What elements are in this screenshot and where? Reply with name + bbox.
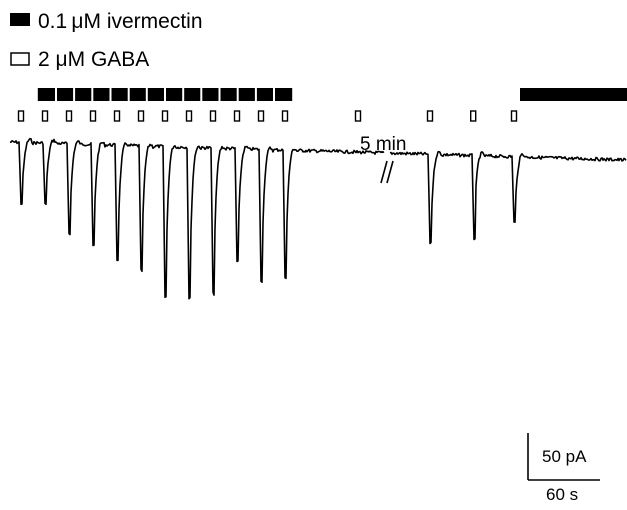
gaba-application-marker bbox=[89, 110, 97, 122]
gaba-application-marker bbox=[137, 110, 145, 122]
gaba-application-marker bbox=[426, 110, 434, 122]
gaba-application-marker bbox=[209, 110, 217, 122]
gaba-application-marker bbox=[470, 110, 477, 122]
scale-bar-current-label: 50 pA bbox=[542, 447, 587, 466]
legend-ivermectin-swatch bbox=[10, 13, 30, 26]
application-markers bbox=[17, 88, 627, 122]
current-trace-pre-gap bbox=[9, 137, 385, 300]
legend-gaba-label: 2 μM GABA bbox=[38, 48, 149, 71]
gaba-application-marker bbox=[65, 110, 73, 122]
gap-slash-2 bbox=[386, 160, 394, 184]
gaba-application-marker bbox=[113, 110, 121, 122]
scale-bar: 50 pA 60 s bbox=[527, 433, 600, 504]
time-gap-break: 5 min bbox=[360, 134, 406, 184]
legend-ivermectin-label: 0.1 μM ivermectin bbox=[38, 10, 203, 33]
gaba-application-marker bbox=[281, 110, 289, 122]
gaba-application-marker bbox=[354, 110, 362, 122]
gaba-application-marker bbox=[510, 110, 518, 122]
gaba-application-marker bbox=[161, 110, 169, 122]
gaba-application-marker bbox=[257, 110, 265, 122]
gaba-application-marker bbox=[17, 110, 25, 122]
legend-gaba-swatch bbox=[10, 52, 30, 66]
current-trace-post-gap bbox=[389, 150, 627, 245]
gaba-application-marker bbox=[233, 110, 241, 122]
gaba-application-marker bbox=[185, 110, 193, 122]
gap-slash-1 bbox=[380, 160, 388, 184]
scale-bar-time-label: 60 s bbox=[546, 485, 578, 504]
current-trace bbox=[9, 137, 627, 300]
ivermectin-application-bar bbox=[520, 88, 627, 101]
gaba-application-marker bbox=[41, 110, 49, 122]
gap-duration-label: 5 min bbox=[360, 134, 406, 155]
